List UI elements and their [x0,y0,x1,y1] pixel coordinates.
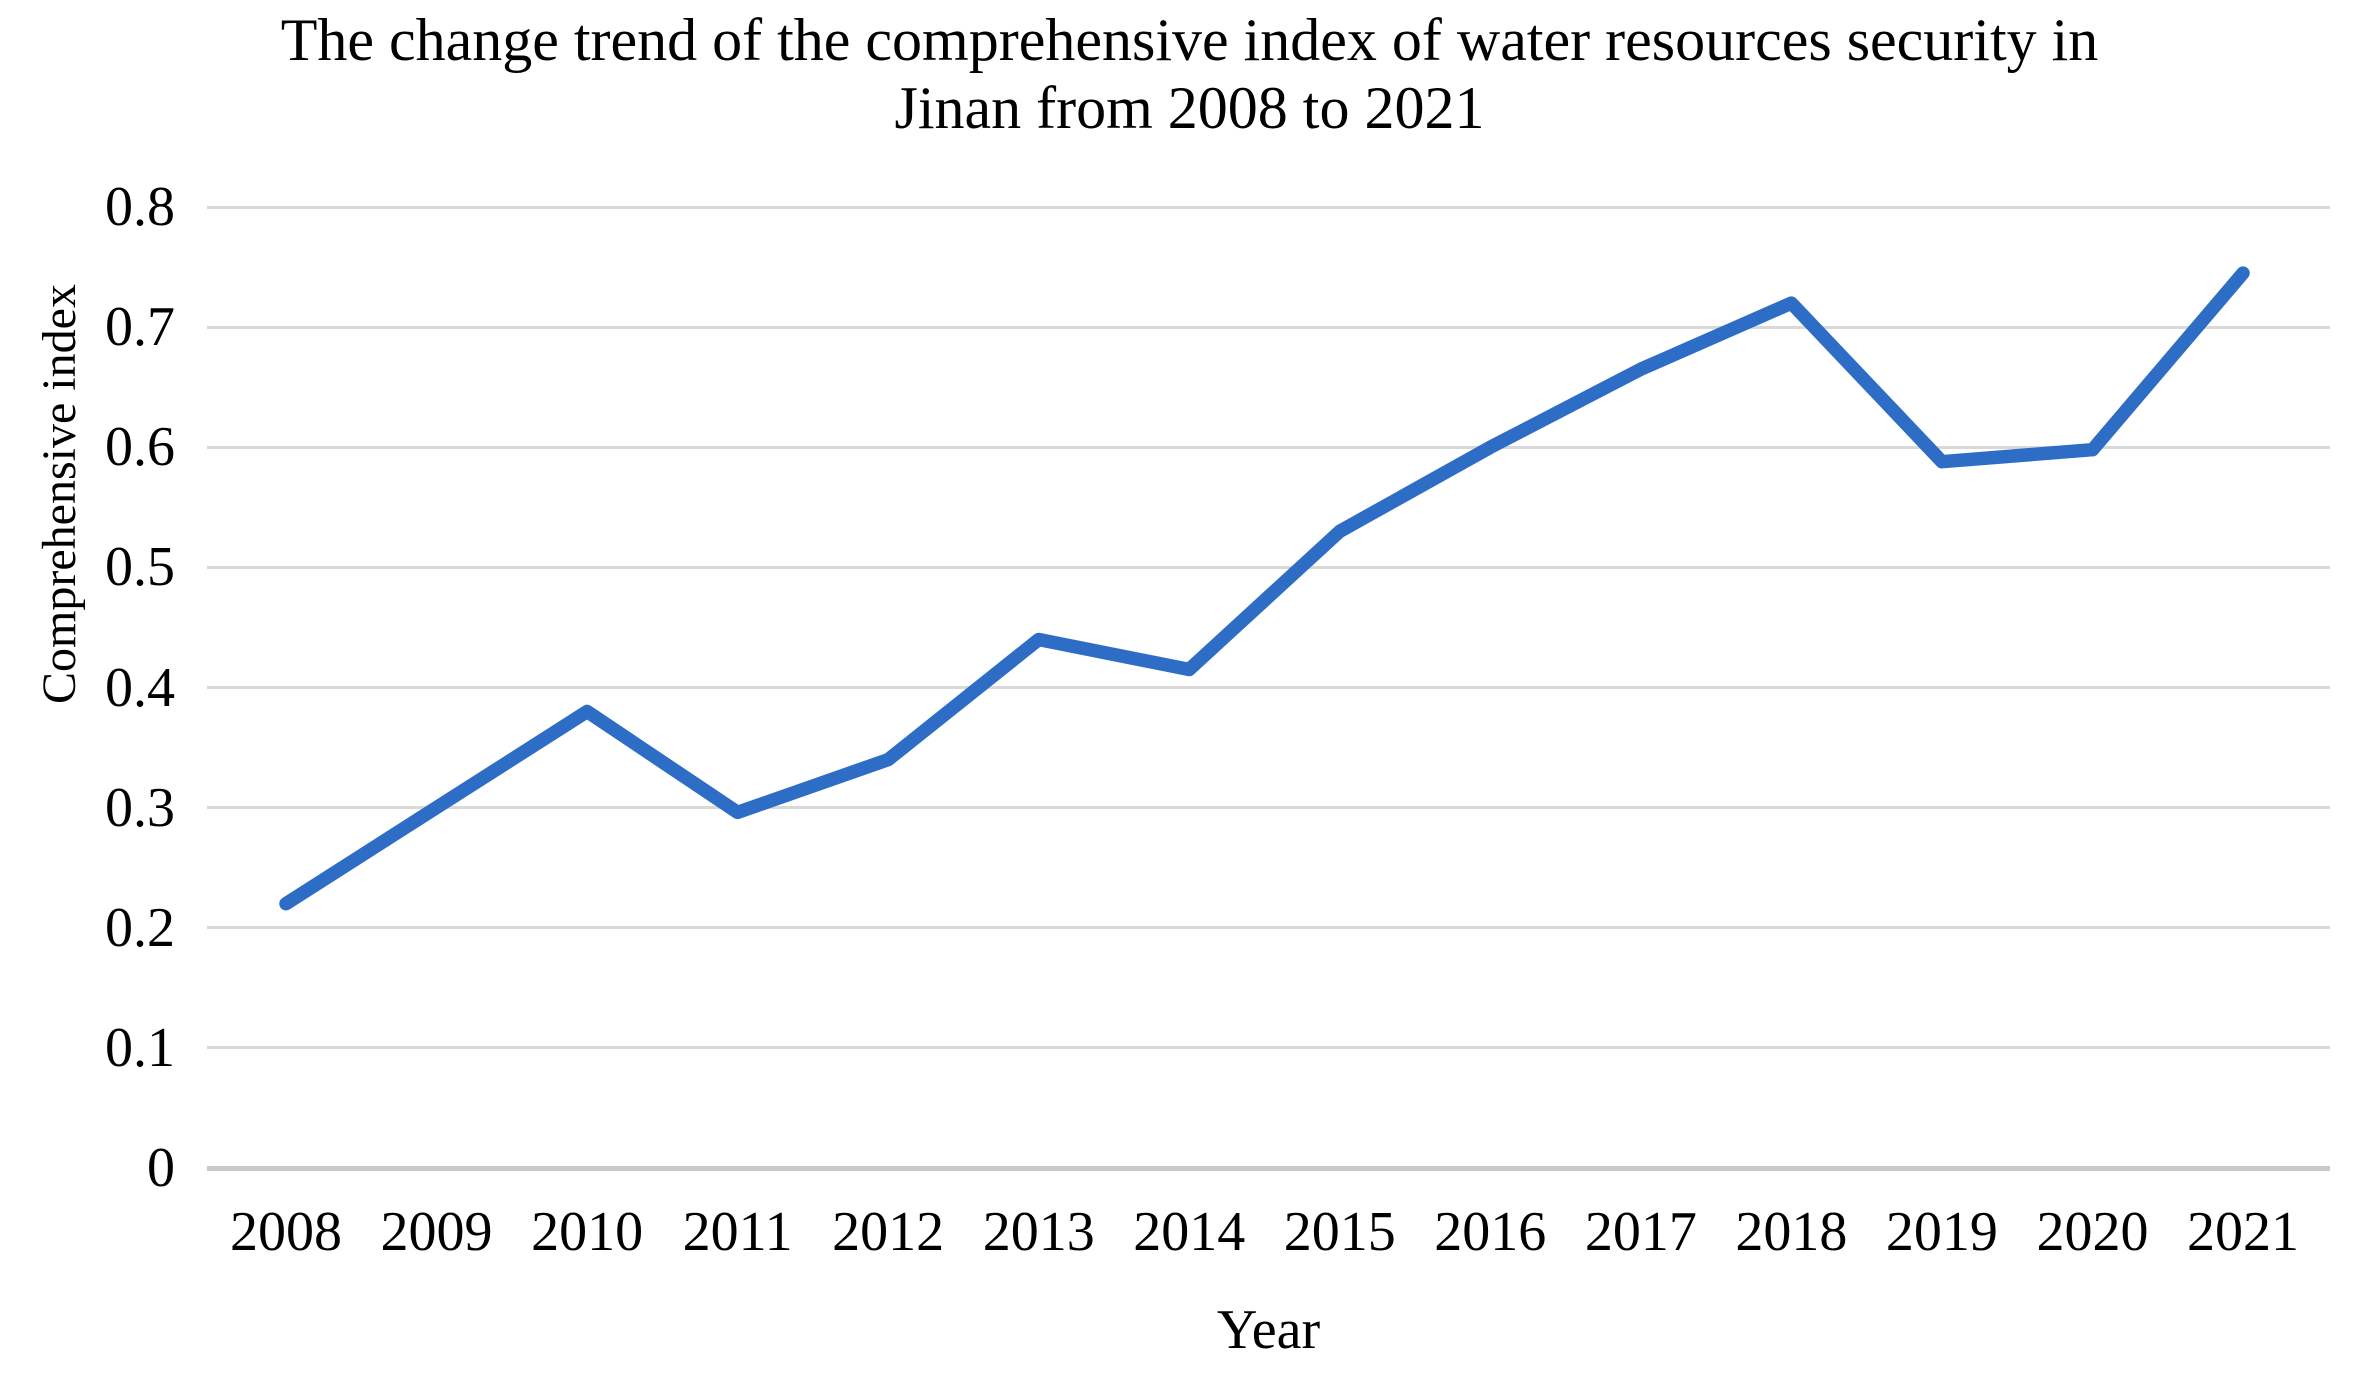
gridline [207,445,2330,449]
line-series [279,266,2250,911]
x-tick-label: 2019 [1885,1201,1998,1263]
x-tick-label: 2009 [380,1201,493,1263]
x-tick-label: 2011 [682,1201,793,1263]
gridline [207,205,2330,209]
y-tick-label: 0.6 [105,416,175,479]
gridline [207,686,2330,689]
x-tick-label: 2013 [982,1201,1095,1263]
x-tick-label: 2014 [1133,1201,1246,1263]
y-tick-label: 0.7 [105,296,175,359]
x-tick-label: 2016 [1434,1201,1547,1263]
chart-title-line-2: Jinan from 2008 to 2021 [894,75,1485,141]
y-tick-label: 0.8 [105,176,175,238]
y-tick-label: 0.5 [105,536,175,599]
y-tick-label: 0.4 [105,656,175,719]
y-tick-label: 0 [147,1137,175,1199]
y-tick-label: 0.3 [105,776,175,839]
gridline [207,325,2330,329]
gridline [207,1046,2330,1050]
x-tick-label: 2018 [1735,1201,1848,1263]
chart-title-line-1: The change trend of the comprehensive in… [280,7,2099,73]
x-tick-label: 2012 [832,1201,945,1263]
x-tick-label: 2020 [2036,1201,2149,1263]
y-axis-title: Comprehensive index [33,284,86,704]
x-tick-label: 2017 [1584,1201,1697,1263]
x-tick-label: 2010 [531,1201,644,1263]
y-tick-label: 0.2 [105,896,175,959]
x-tick-label: 2008 [230,1201,342,1263]
x-axis-title: Year [1216,1299,1321,1361]
gridline [207,926,2330,930]
gridline [207,565,2330,569]
x-axis-line [207,1165,2330,1171]
x-tick-label: 2015 [1283,1201,1396,1263]
y-tick-label: 0.1 [105,1016,175,1079]
x-tick-label: 2021 [2187,1201,2299,1263]
chart-title: The change trend of the comprehensive in… [0,6,2379,142]
gridline [207,806,2330,810]
